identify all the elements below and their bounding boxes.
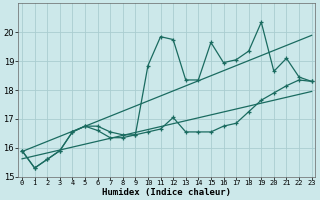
X-axis label: Humidex (Indice chaleur): Humidex (Indice chaleur) bbox=[102, 188, 231, 197]
